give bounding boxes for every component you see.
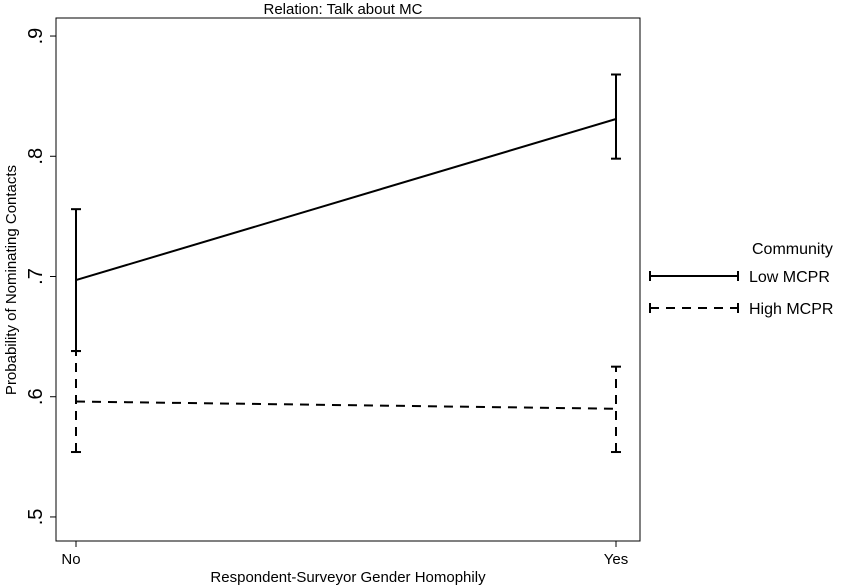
- plot-frame: [55, 17, 641, 542]
- legend-label-high-mcpr: High MCPR: [749, 301, 833, 318]
- legend-title: Community: [752, 241, 833, 258]
- y-tick-label: .6: [25, 388, 47, 405]
- y-tick-label: .5: [25, 509, 47, 526]
- y-axis: .5 .6 .7 .8 .9: [25, 28, 56, 526]
- legend: Community Low MCPR High MCPR: [649, 241, 833, 318]
- y-tick-label: .9: [25, 28, 47, 45]
- y-tick-label: .8: [25, 148, 47, 165]
- series-line-high-mcpr: [75, 400, 617, 410]
- x-axis-title: Respondent-Surveyor Gender Homophily: [210, 569, 486, 586]
- x-axis: No Yes: [61, 541, 628, 568]
- x-tick-label: Yes: [604, 551, 628, 568]
- legend-items: Low MCPR High MCPR: [649, 269, 833, 318]
- x-tick-label: No: [61, 551, 80, 568]
- series-layer: [71, 73, 621, 454]
- series-line-low-mcpr: [75, 118, 617, 282]
- y-tick-label: .7: [25, 268, 47, 285]
- chart-title: Relation: Talk about MC: [264, 1, 423, 18]
- y-axis-title: Probability of Nominating Contacts: [3, 165, 20, 395]
- legend-label-low-mcpr: Low MCPR: [749, 269, 830, 286]
